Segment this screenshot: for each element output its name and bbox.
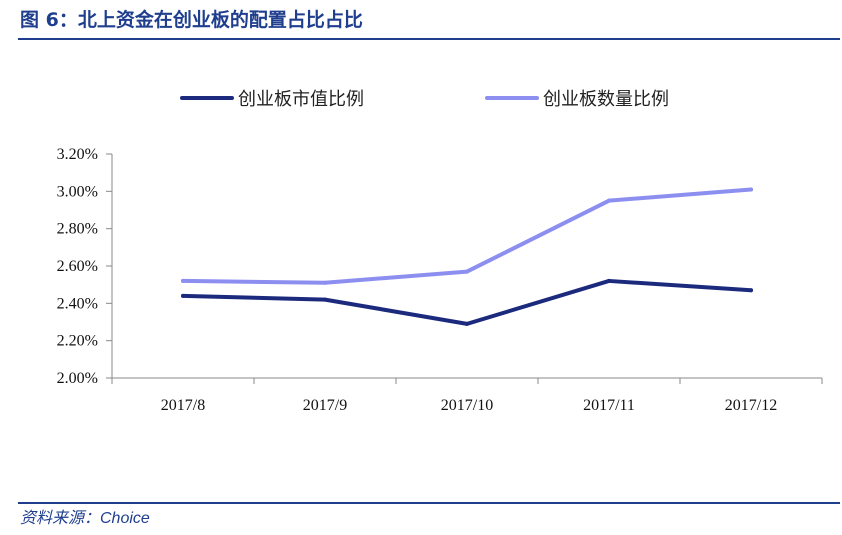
x-axis: 2017/8 2017/9 2017/10 2017/11 2017/12 (111, 377, 823, 414)
x-tick-label: 2017/11 (583, 397, 635, 414)
x-ticks: 2017/8 2017/9 2017/10 2017/11 2017/12 (111, 378, 823, 414)
y-tick-label: 3.00% (57, 183, 98, 200)
y-tick-label: 2.20% (57, 333, 98, 350)
y-tick-label: 2.00% (57, 370, 98, 387)
data-point (181, 293, 185, 298)
legend-label-market-value: 创业板市值比例 (238, 89, 364, 110)
legend: 创业板市值比例 创业板数量比例 (180, 89, 669, 110)
data-point (323, 297, 327, 302)
data-point (465, 269, 469, 274)
data-point (607, 278, 611, 283)
data-point (465, 321, 469, 326)
x-tick-label: 2017/12 (725, 397, 777, 414)
y-tick-label: 2.60% (57, 258, 98, 275)
data-point (749, 187, 753, 192)
x-tick-label: 2017/9 (303, 397, 347, 414)
line-chart: 创业板市值比例 创业板数量比例 3.20% 3.00% 2.80% 2.60% 2.40… (57, 89, 823, 414)
series-line-0 (181, 278, 753, 326)
series-line-1 (181, 187, 753, 285)
figure-title: 图 6：北上资金在创业板的配置占比占比 (20, 9, 363, 31)
data-point (323, 280, 327, 285)
data-point (181, 278, 185, 283)
y-tick-label: 2.80% (57, 221, 98, 238)
y-tick-label: 3.20% (57, 146, 98, 163)
y-axis: 3.20% 3.00% 2.80% 2.60% 2.40% 2.20% 2.00% (57, 146, 113, 387)
title-divider (18, 38, 840, 40)
y-ticks: 3.20% 3.00% 2.80% 2.60% 2.40% 2.20% 2.00% (57, 146, 112, 387)
plot-series (181, 187, 753, 326)
x-tick-label: 2017/10 (441, 397, 493, 414)
legend-label-count: 创业板数量比例 (543, 89, 669, 110)
data-point (607, 198, 611, 203)
source-divider (18, 502, 840, 504)
x-tick-label: 2017/8 (161, 397, 205, 414)
source-note: 资料来源：Choice (20, 510, 150, 527)
y-tick-label: 2.40% (57, 295, 98, 312)
data-point (749, 288, 753, 293)
